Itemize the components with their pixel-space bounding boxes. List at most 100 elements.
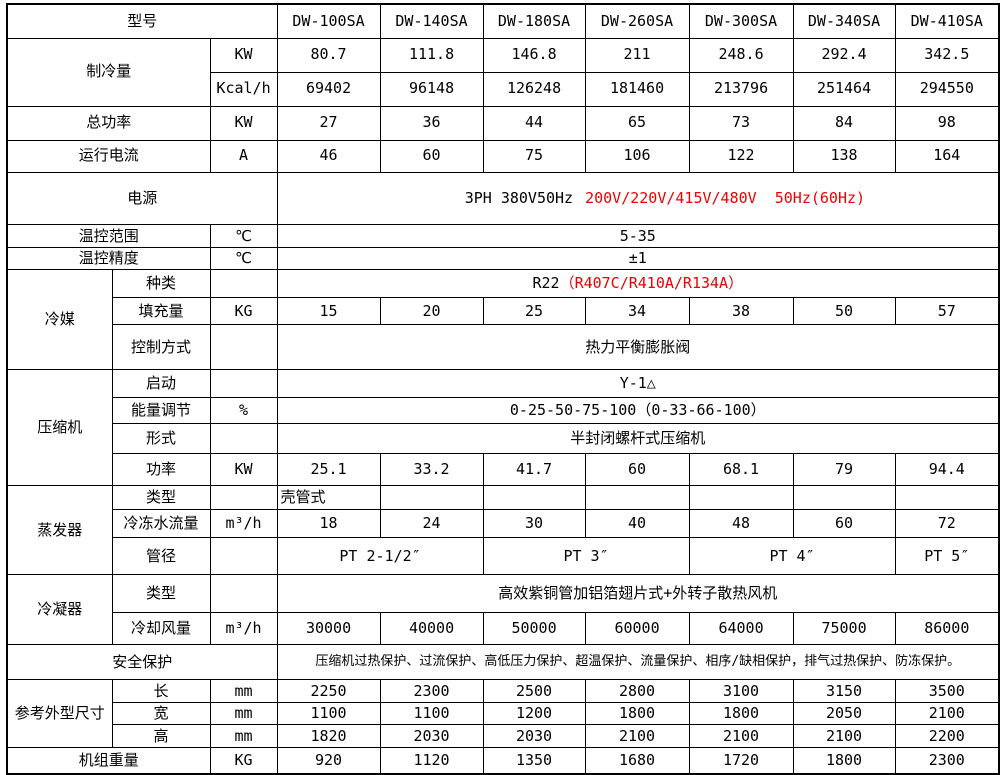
sub-label-cell: 高 bbox=[111, 724, 211, 749]
unit-cell: Kcal/h bbox=[209, 71, 278, 107]
value-cell: 57 bbox=[894, 297, 1000, 326]
unit-cell: KW bbox=[209, 105, 278, 141]
value-cell: 248.6 bbox=[688, 37, 794, 73]
refrigerant-kind-alt: （R407C/R410A/R134A） bbox=[559, 274, 744, 293]
value-cell: 106 bbox=[584, 139, 690, 173]
value-cell: 1100 bbox=[379, 702, 484, 726]
model-cell: DW-340SA bbox=[792, 3, 896, 39]
label-cell: 电源 bbox=[6, 171, 278, 226]
row-compressor-start: 压缩机 启动 Y-1△ bbox=[6, 369, 1000, 487]
value-cell: 46 bbox=[276, 139, 381, 173]
row-dim-width: 宽 mm 1100 1100 1200 1800 1800 2050 2100 bbox=[7, 702, 1000, 726]
label-cell: 机组重量 bbox=[6, 747, 211, 775]
sub-label-cell: 冷却风量 bbox=[111, 612, 211, 646]
value-cell: 1350 bbox=[482, 747, 586, 775]
value-cell: 3150 bbox=[792, 679, 896, 704]
value-cell: 1680 bbox=[584, 747, 690, 775]
value-cell: 75000 bbox=[792, 612, 896, 646]
value-cell: 1800 bbox=[584, 702, 690, 726]
sub-label-cell: 长 bbox=[111, 679, 211, 704]
value-cell: 2030 bbox=[482, 724, 586, 749]
value-cell: 2100 bbox=[584, 724, 690, 749]
model-cell: DW-140SA bbox=[379, 3, 484, 39]
sub-label-cell: 类型 bbox=[111, 485, 211, 511]
value-cell: 86000 bbox=[894, 612, 1000, 646]
value-cell: 294550 bbox=[894, 71, 1000, 107]
label-cell: 总功率 bbox=[6, 105, 211, 141]
value-cell: 126248 bbox=[482, 71, 586, 107]
group-label-cell: 参考外型尺寸 bbox=[6, 679, 113, 749]
unit-cell: KW bbox=[209, 453, 278, 487]
value-cell: 1820 bbox=[276, 724, 381, 749]
value-cell: 25.1 bbox=[276, 453, 381, 487]
value-cell: 38 bbox=[688, 297, 794, 326]
model-cell: DW-300SA bbox=[688, 3, 794, 39]
value-cell bbox=[792, 485, 896, 511]
value-cell: 138 bbox=[792, 139, 896, 173]
row-model: 型号 DW-100SA DW-140SA DW-180SA DW-260SA D… bbox=[6, 3, 1000, 39]
value-cell: 181460 bbox=[584, 71, 690, 107]
label-cell: 运行电流 bbox=[6, 139, 211, 173]
value-cell: 1800 bbox=[792, 747, 896, 775]
row-evaporator-flow: 冷冻水流量 m³/h 18 24 30 40 48 60 72 bbox=[7, 509, 1000, 539]
value-cell: 292.4 bbox=[792, 37, 896, 73]
value-cell: 48 bbox=[688, 509, 794, 539]
label-cell: 温控精度 bbox=[6, 247, 211, 271]
value-cell: 164 bbox=[894, 139, 1000, 173]
power-supply-alt: 200V/220V/415V/480V 50Hz(60Hz) bbox=[585, 188, 866, 207]
row-run-current: 运行电流 A 46 60 75 106 122 138 164 bbox=[6, 139, 1000, 173]
row-evaporator-type: 蒸发器 类型 壳管式 bbox=[6, 485, 1000, 576]
value-cell: 60000 bbox=[584, 612, 690, 646]
row-compressor-capacity: 能量调节 % 0-25-50-75-100（0-33-66-100） bbox=[7, 397, 1000, 425]
value-cell: 2100 bbox=[792, 724, 896, 749]
label-cell: 温控范围 bbox=[6, 224, 211, 249]
row-dim-length: 参考外型尺寸 长 mm 2250 2300 2500 2800 3100 315… bbox=[6, 679, 1000, 749]
value-cell: 2100 bbox=[688, 724, 794, 749]
row-compressor-form: 形式 半封闭螺杆式压缩机 bbox=[7, 423, 1000, 455]
value-cell: 60 bbox=[379, 139, 484, 173]
value-cell: 68.1 bbox=[688, 453, 794, 487]
group-label-cell: 冷媒 bbox=[6, 269, 113, 371]
value-cell: 36 bbox=[379, 105, 484, 141]
value-cell: 122 bbox=[688, 139, 794, 173]
value-cell: 251464 bbox=[792, 71, 896, 107]
model-cell: DW-260SA bbox=[584, 3, 690, 39]
sub-label-cell: 能量调节 bbox=[111, 397, 211, 425]
unit-cell: ℃ bbox=[209, 224, 278, 249]
unit-cell: mm bbox=[209, 702, 278, 726]
value-cell: 44 bbox=[482, 105, 586, 141]
value-cell: 3500 bbox=[894, 679, 1000, 704]
value-cell: 2300 bbox=[894, 747, 1000, 775]
value-cell: 40000 bbox=[379, 612, 484, 646]
value-cell: 72 bbox=[894, 509, 1000, 539]
unit-cell bbox=[209, 537, 278, 576]
sub-label-cell: 形式 bbox=[111, 423, 211, 455]
value-cell: 20 bbox=[379, 297, 484, 326]
spec-table: 型号 DW-100SA DW-140SA DW-180SA DW-260SA D… bbox=[6, 3, 1000, 775]
value-cell: 30000 bbox=[276, 612, 381, 646]
unit-cell bbox=[209, 369, 278, 399]
value-cell: 73 bbox=[688, 105, 794, 141]
value-cell: 75 bbox=[482, 139, 586, 173]
value-cell: 98 bbox=[894, 105, 1000, 141]
value-cell bbox=[894, 485, 1000, 511]
value-cell: 27 bbox=[276, 105, 381, 141]
sub-label-cell: 启动 bbox=[111, 369, 211, 399]
value-cell: 84 bbox=[792, 105, 896, 141]
unit-cell bbox=[209, 324, 278, 371]
sub-label-cell: 种类 bbox=[111, 269, 211, 299]
row-cooling-kcal: Kcal/h 69402 96148 126248 181460 213796 … bbox=[7, 71, 1000, 107]
pipe-size-cell: PT 2-1/2″ bbox=[276, 537, 484, 576]
value-cell: 41.7 bbox=[482, 453, 586, 487]
unit-cell: mm bbox=[209, 724, 278, 749]
merged-value-cell: 半封闭螺杆式压缩机 bbox=[276, 423, 1000, 455]
unit-cell: KW bbox=[209, 37, 278, 73]
row-condenser-type: 冷凝器 类型 高效紫铜管加铝箔翅片式+外转子散热风机 bbox=[6, 574, 1000, 646]
row-dim-height: 高 mm 1820 2030 2030 2100 2100 2100 2200 bbox=[7, 724, 1000, 749]
row-cooling-kw: 制冷量 KW 80.7 111.8 146.8 211 248.6 292.4 … bbox=[6, 37, 1000, 107]
sub-label-cell: 宽 bbox=[111, 702, 211, 726]
value-cell: 79 bbox=[792, 453, 896, 487]
value-cell bbox=[688, 485, 794, 511]
model-cell: DW-180SA bbox=[482, 3, 586, 39]
safety-value-cell: 压缩机过热保护、过流保护、高低压力保护、超温保护、流量保护、相序/缺相保护，排气… bbox=[276, 644, 1000, 681]
